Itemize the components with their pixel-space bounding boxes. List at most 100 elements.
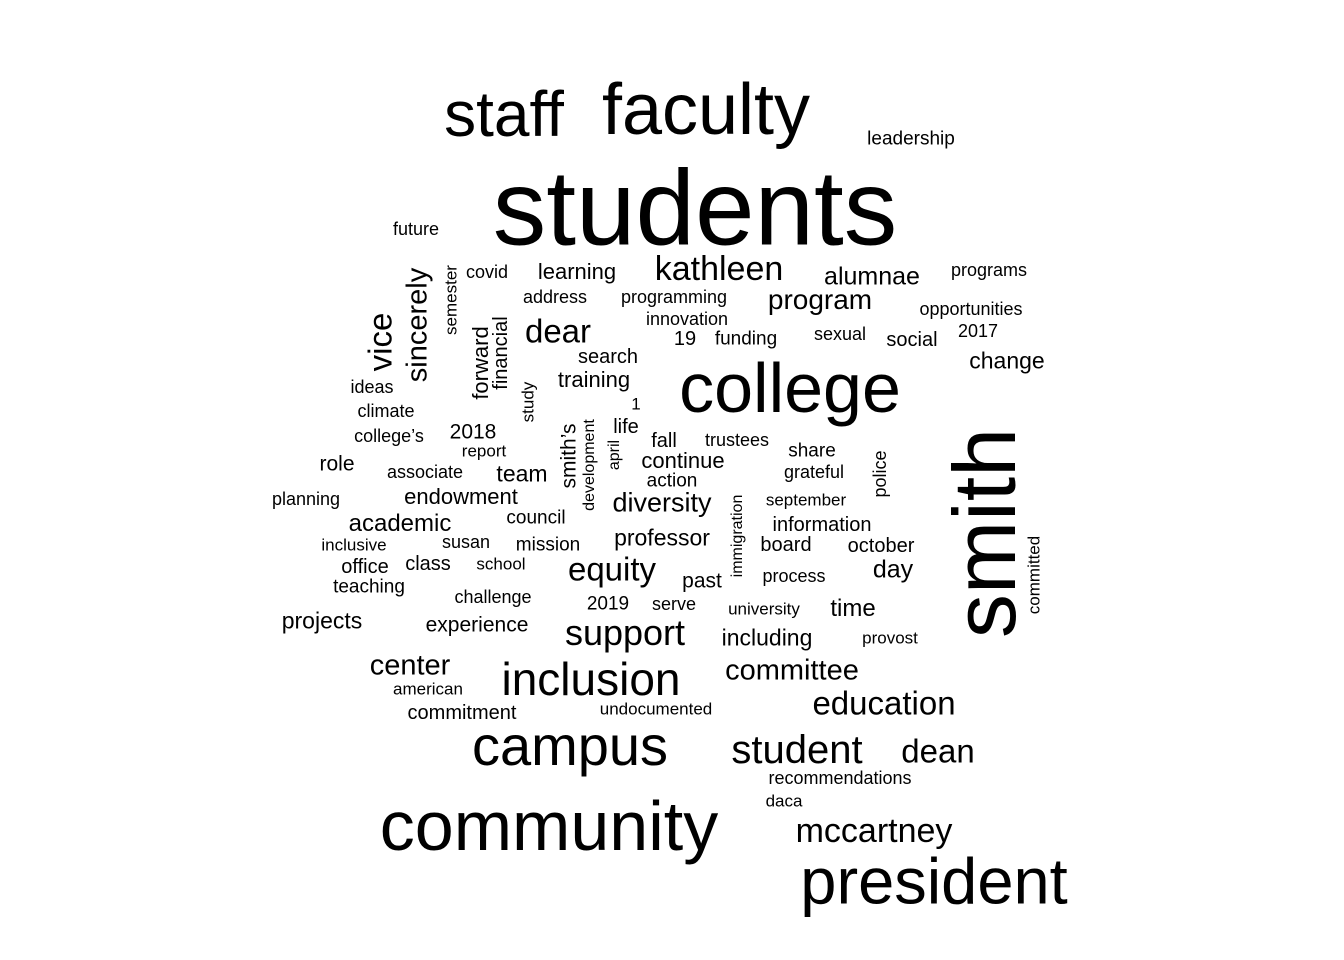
word-education: education [812,684,956,722]
word-academic: academic [348,510,452,537]
word-office: office [341,556,389,578]
word-change: change [969,347,1045,374]
word-covid: covid [465,262,509,282]
word-mission: mission [515,534,581,556]
word-innovation: innovation [645,309,729,329]
word-programs: programs [950,260,1028,280]
word-2019: 2019 [586,593,630,615]
word-april: april [606,439,623,471]
word-community: community [379,787,719,865]
word-leadership: leadership [867,128,955,150]
word-associate: associate [386,462,464,482]
word-programming: programming [620,287,728,307]
word-faculty: faculty [601,70,811,150]
word-inclusive: inclusive [321,535,387,555]
word-commitment: commitment [407,702,517,724]
word-school: school [476,554,526,574]
word-life: life [613,416,639,438]
word-report: report [461,441,507,461]
word-address: address [522,287,588,307]
word-teaching: teaching [333,576,405,598]
word-professor: professor [614,524,710,551]
word-opportunities: opportunities [919,299,1023,319]
word-continue: continue [641,448,725,473]
word-equity: equity [567,550,657,588]
word-american: american [393,679,463,699]
word-role: role [319,452,355,476]
word-university: university [728,599,800,619]
word-board: board [760,534,812,556]
word-process: process [762,566,826,586]
word-class: class [405,553,451,575]
word-committee: committee [725,654,859,687]
word-endowment: endowment [404,484,518,509]
word-development: development [581,419,598,511]
word-dear: dear [524,312,592,350]
word-september: september [765,490,847,510]
word-daca: daca [765,791,803,811]
word-president: president [800,844,1068,918]
word-committed: committed [1024,535,1044,615]
word-council: council [506,507,566,529]
word-information: information [772,514,872,536]
word-2017: 2017 [957,321,999,341]
word-mccartney: mccartney [795,812,953,850]
word-student: student [731,728,863,772]
word-future: future [392,219,440,239]
word-day: day [872,555,914,584]
word-staff: staff [444,78,564,150]
word-smith: smith [935,427,1034,639]
word-serve: serve [651,594,697,614]
word-police: police [870,450,890,498]
word-students: students [492,147,898,268]
word-share: share [788,440,836,462]
word-2018: 2018 [449,420,497,444]
word-financial: financial [490,316,512,390]
word-semester: semester [441,265,461,335]
word-center: center [369,649,451,682]
word-past: past [682,569,722,593]
word-college-s: college’s [354,426,424,446]
word-social: social [886,329,938,351]
word-planning: planning [271,489,341,509]
word-immigration: immigration [729,494,746,578]
word-sincerely: sincerely [401,267,434,383]
word-trustees: trustees [704,430,770,450]
word-recommendations: recommendations [768,768,912,788]
word-alumnae: alumnae [824,262,920,291]
word-forward: forward [468,326,493,400]
word-dean: dean [901,732,975,770]
word-smith-s: smith’s [557,423,581,489]
word-1: 1 [631,394,641,414]
word-inclusion: inclusion [501,653,681,705]
word-study: study [518,381,538,423]
word-action: action [646,470,698,492]
word-19: 19 [673,328,697,350]
word-team: team [496,460,548,487]
word-learning: learning [537,259,617,284]
word-climate: climate [357,401,415,421]
word-challenge: challenge [454,587,532,607]
word-college: college [679,349,901,427]
word-experience: experience [425,613,529,637]
word-fall: fall [651,430,677,452]
word-susan: susan [441,532,491,552]
word-search: search [577,346,639,368]
word-training: training [557,367,631,392]
word-support: support [564,612,686,653]
word-including: including [721,624,813,651]
word-grateful: grateful [783,462,845,482]
word-kathleen: kathleen [654,250,784,288]
word-time: time [830,595,876,622]
word-sexual: sexual [813,324,867,344]
word-projects: projects [281,607,363,634]
word-undocumented: undocumented [599,699,713,719]
word-provost: provost [862,628,918,648]
word-vice: vice [361,312,399,372]
word-campus: campus [471,714,669,777]
word-funding: funding [714,328,778,350]
word-diversity: diversity [612,487,712,518]
word-ideas: ideas [350,377,394,397]
word-program: program [767,284,873,315]
